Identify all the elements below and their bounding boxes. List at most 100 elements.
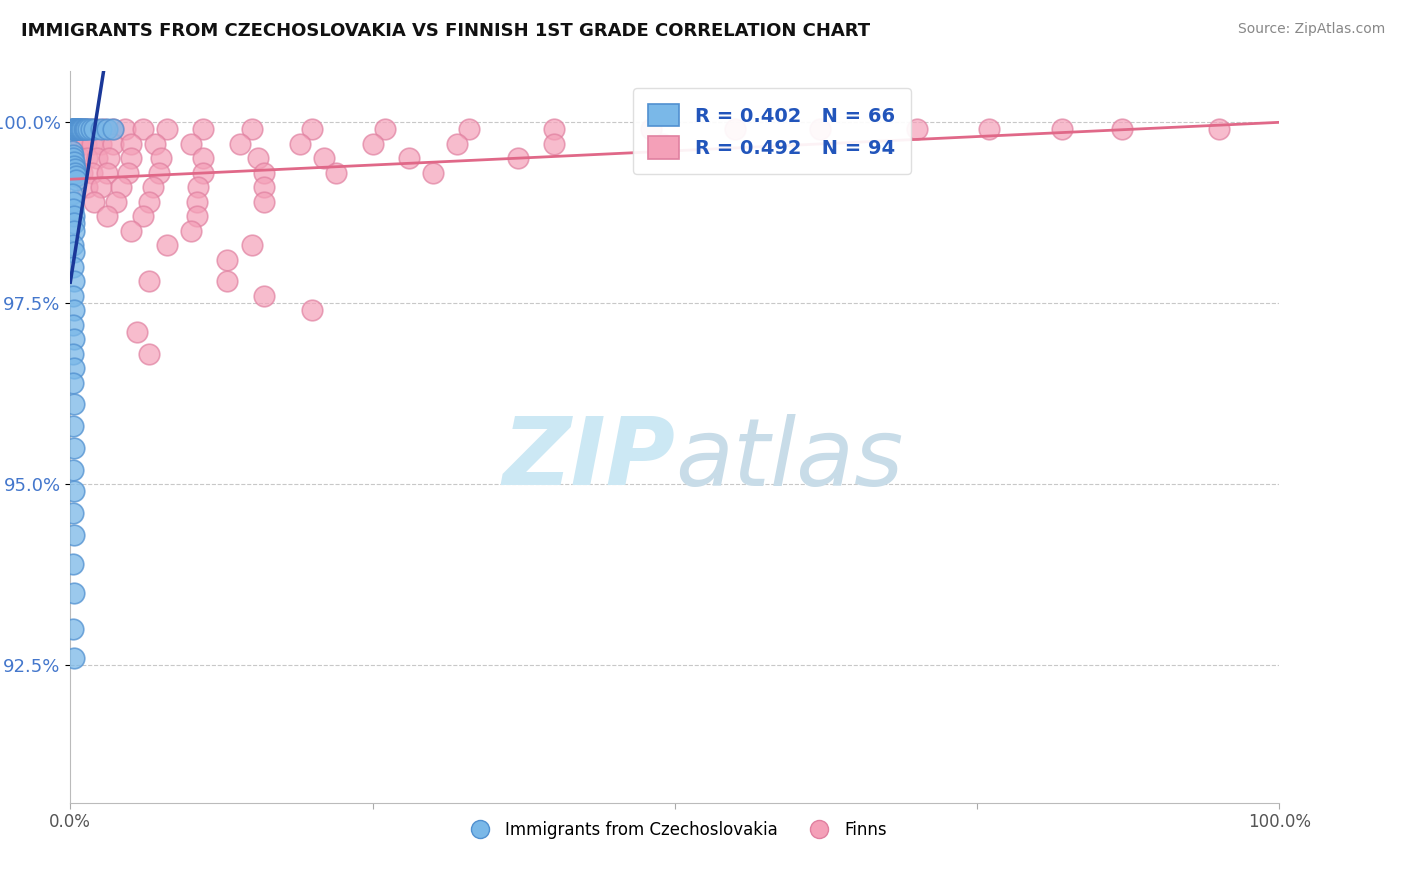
Point bbox=[156, 122, 179, 136]
Point bbox=[62, 194, 84, 209]
Point bbox=[228, 136, 250, 151]
Point bbox=[70, 136, 93, 151]
Point bbox=[60, 187, 83, 202]
Point bbox=[543, 122, 565, 136]
Point bbox=[63, 245, 86, 260]
Point bbox=[76, 180, 98, 194]
Point bbox=[66, 122, 89, 136]
Point bbox=[150, 151, 172, 165]
Point bbox=[724, 122, 747, 136]
Point bbox=[62, 318, 84, 332]
Point bbox=[69, 122, 91, 136]
Point bbox=[253, 166, 276, 180]
Point bbox=[458, 122, 481, 136]
Point bbox=[63, 162, 86, 177]
Point bbox=[62, 238, 84, 252]
Point bbox=[120, 224, 142, 238]
Point bbox=[63, 361, 86, 376]
Point bbox=[141, 180, 163, 194]
Point bbox=[93, 122, 115, 136]
Point bbox=[62, 202, 84, 216]
Point bbox=[86, 122, 108, 136]
Point bbox=[180, 136, 202, 151]
Point bbox=[905, 122, 928, 136]
Point bbox=[63, 122, 86, 136]
Point bbox=[1050, 122, 1073, 136]
Point bbox=[361, 136, 384, 151]
Point bbox=[132, 209, 155, 223]
Point bbox=[180, 224, 202, 238]
Point bbox=[63, 586, 86, 600]
Point bbox=[138, 274, 160, 288]
Point bbox=[398, 151, 420, 165]
Point bbox=[65, 173, 87, 187]
Text: Source: ZipAtlas.com: Source: ZipAtlas.com bbox=[1237, 22, 1385, 37]
Point bbox=[63, 651, 86, 665]
Point bbox=[640, 122, 662, 136]
Point bbox=[72, 122, 94, 136]
Point bbox=[1111, 122, 1133, 136]
Point bbox=[62, 347, 84, 361]
Point bbox=[75, 136, 97, 151]
Point bbox=[288, 136, 311, 151]
Point bbox=[117, 166, 139, 180]
Point bbox=[63, 122, 86, 136]
Point bbox=[651, 136, 673, 151]
Point bbox=[83, 122, 105, 136]
Point bbox=[543, 136, 565, 151]
Point bbox=[86, 151, 108, 165]
Point bbox=[120, 151, 142, 165]
Point bbox=[63, 397, 86, 411]
Point bbox=[148, 166, 170, 180]
Point bbox=[63, 216, 86, 230]
Point bbox=[63, 122, 86, 136]
Point bbox=[70, 122, 93, 136]
Point bbox=[63, 224, 86, 238]
Point bbox=[217, 274, 239, 288]
Point bbox=[193, 151, 215, 165]
Point bbox=[186, 194, 208, 209]
Point bbox=[63, 332, 86, 346]
Point bbox=[193, 122, 215, 136]
Point bbox=[62, 151, 84, 165]
Point bbox=[69, 151, 91, 165]
Point bbox=[76, 151, 98, 165]
Point bbox=[80, 166, 103, 180]
Point bbox=[253, 194, 276, 209]
Point bbox=[253, 289, 276, 303]
Point bbox=[63, 122, 86, 136]
Point bbox=[101, 122, 124, 136]
Point bbox=[979, 122, 1001, 136]
Point bbox=[80, 122, 103, 136]
Point bbox=[253, 180, 276, 194]
Point bbox=[506, 151, 529, 165]
Point bbox=[96, 209, 118, 223]
Point bbox=[63, 209, 86, 223]
Point bbox=[75, 122, 97, 136]
Point bbox=[62, 622, 84, 636]
Point bbox=[62, 419, 84, 434]
Point bbox=[62, 147, 84, 161]
Point bbox=[63, 122, 86, 136]
Point bbox=[65, 169, 87, 184]
Point bbox=[422, 166, 444, 180]
Point bbox=[77, 122, 100, 136]
Point bbox=[246, 151, 269, 165]
Point bbox=[98, 151, 121, 165]
Point bbox=[240, 122, 263, 136]
Point bbox=[69, 122, 91, 136]
Point bbox=[60, 144, 83, 158]
Point bbox=[62, 122, 84, 136]
Point bbox=[63, 303, 86, 318]
Point bbox=[63, 122, 86, 136]
Point bbox=[62, 557, 84, 571]
Point bbox=[90, 136, 111, 151]
Point bbox=[101, 136, 124, 151]
Point bbox=[105, 194, 128, 209]
Point bbox=[156, 238, 179, 252]
Point bbox=[120, 136, 142, 151]
Point bbox=[66, 122, 89, 136]
Point bbox=[374, 122, 396, 136]
Point bbox=[110, 180, 132, 194]
Point bbox=[63, 274, 86, 288]
